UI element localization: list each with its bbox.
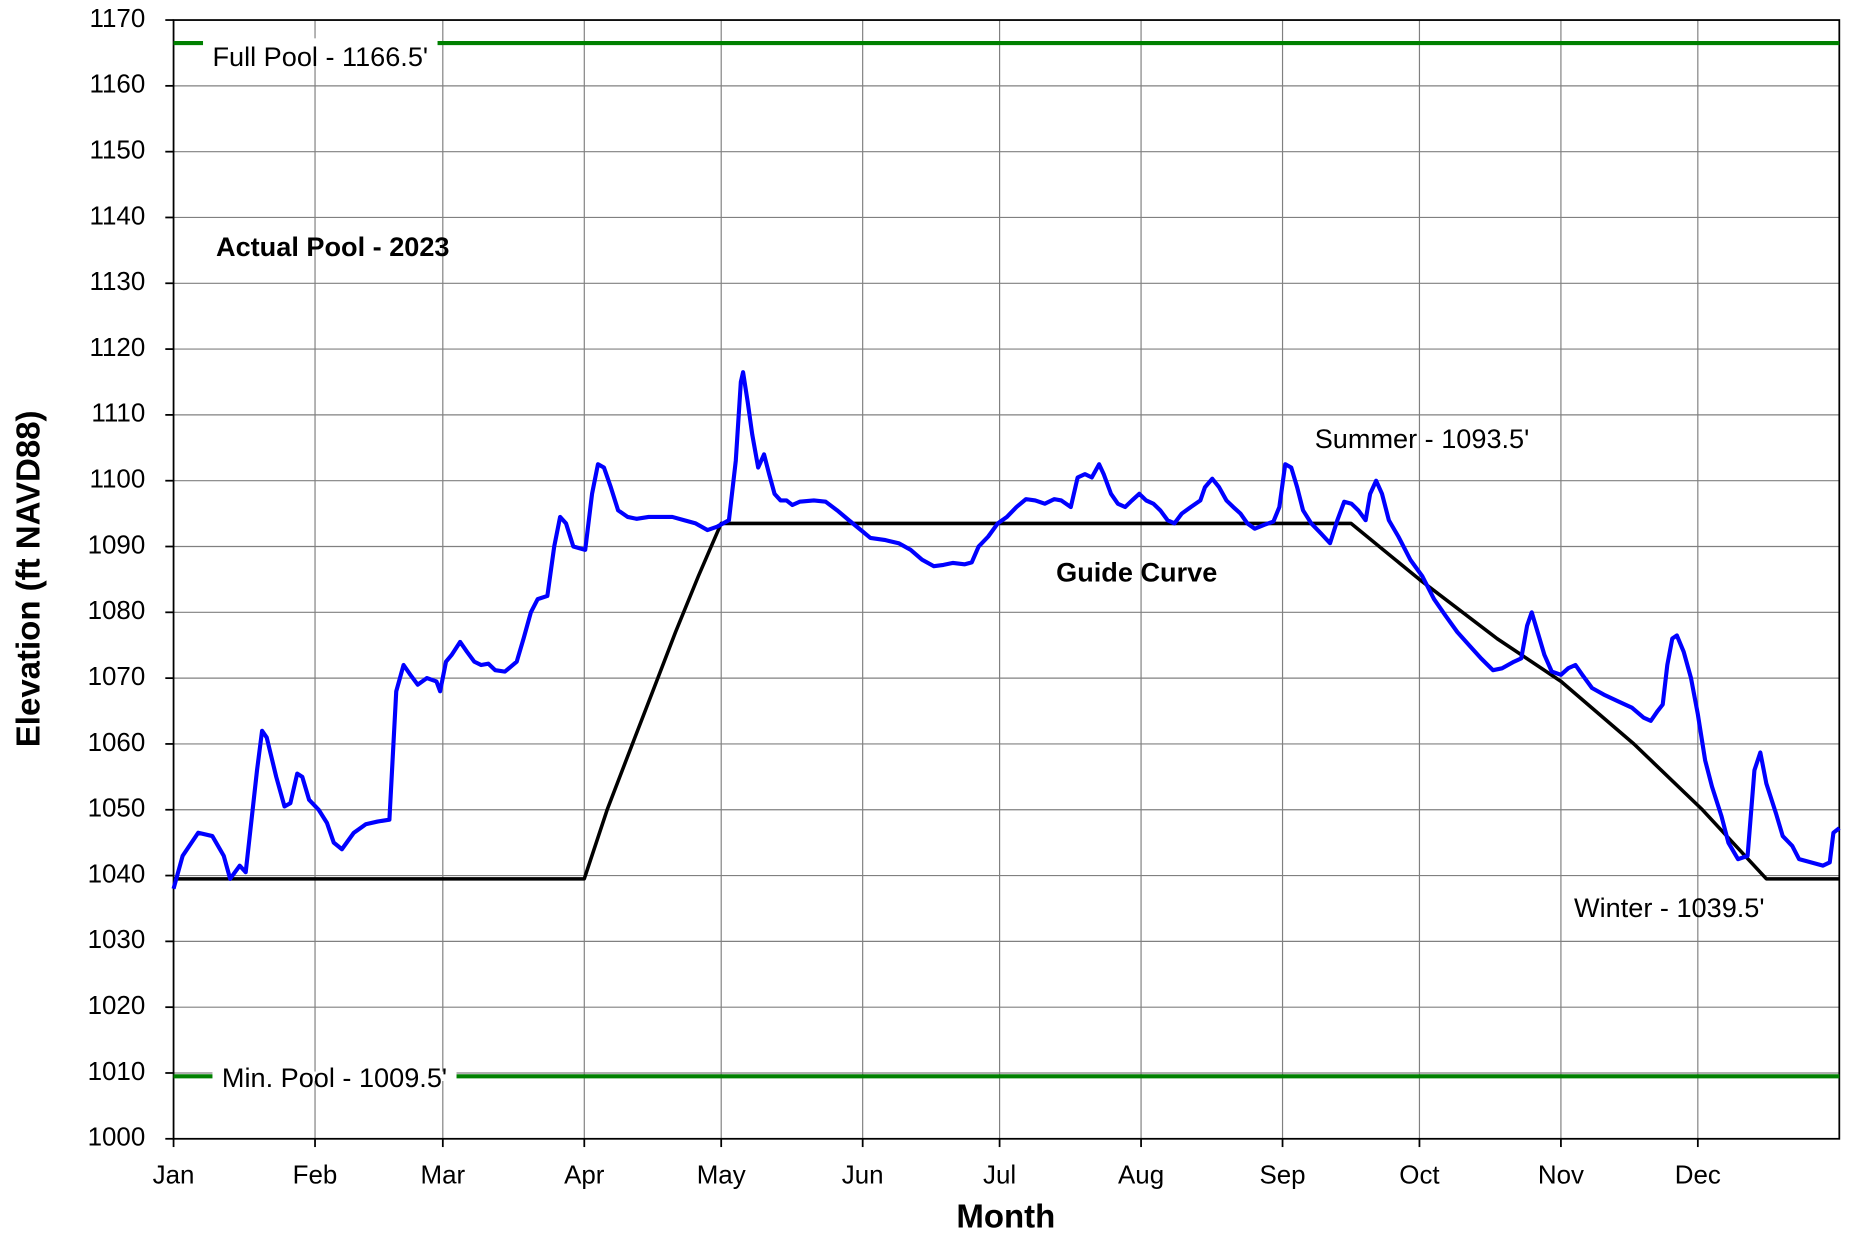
annotation: Winter - 1039.5' <box>1574 892 1765 923</box>
y-tick-label: 1110 <box>91 400 145 428</box>
series-label: Guide Curve <box>1056 556 1217 587</box>
y-tick-label: 1170 <box>90 5 146 33</box>
label-background <box>212 1071 457 1081</box>
x-tick-label: Jun <box>842 1161 884 1189</box>
plot-frame <box>172 19 1841 1140</box>
y-tick-label: 1000 <box>88 1124 146 1152</box>
x-tick-label: Nov <box>1538 1161 1584 1189</box>
x-tick-label: Oct <box>1399 1161 1440 1189</box>
y-tick-label: 1100 <box>90 466 146 494</box>
y-tick-label: 1120 <box>90 334 146 362</box>
y-tick-label: 1090 <box>88 531 146 559</box>
x-axis-title: Month <box>956 1198 1055 1235</box>
y-tick-label: 1140 <box>90 202 146 230</box>
x-tick-label: Jul <box>983 1161 1016 1189</box>
x-tick-label: Sep <box>1259 1161 1305 1189</box>
x-tick-label: Feb <box>293 1161 338 1189</box>
y-tick-label: 1150 <box>90 137 146 165</box>
series-line <box>171 370 1841 890</box>
y-tick-label: 1070 <box>88 663 146 691</box>
series-line <box>173 521 1840 881</box>
x-tick-label: Dec <box>1675 1161 1721 1189</box>
y-tick-label: 1020 <box>88 992 146 1020</box>
y-tick-label: 1160 <box>90 71 146 99</box>
series-label: Full Pool - 1166.5' <box>212 41 428 72</box>
x-tick-label: Jan <box>153 1161 195 1189</box>
series-label: Min. Pool - 1009.5' <box>222 1062 447 1093</box>
y-tick-label: 1080 <box>88 597 146 625</box>
x-tick-label: Mar <box>420 1161 465 1189</box>
label-background <box>203 38 438 48</box>
y-tick-label: 1060 <box>88 729 146 757</box>
y-tick-label: 1010 <box>88 1058 146 1086</box>
x-tick-label: Aug <box>1118 1161 1164 1189</box>
y-tick-label: 1050 <box>88 795 146 823</box>
x-tick-label: May <box>697 1161 746 1189</box>
x-tick-label: Apr <box>564 1161 605 1189</box>
y-tick-label: 1130 <box>90 268 146 296</box>
y-tick-label: 1030 <box>88 926 146 954</box>
series-label: Actual Pool - 2023 <box>216 231 450 262</box>
y-tick-label: 1040 <box>88 860 146 888</box>
y-axis-title: Elevation (ft NAVD88) <box>10 410 47 747</box>
annotation: Summer - 1093.5' <box>1315 423 1530 454</box>
